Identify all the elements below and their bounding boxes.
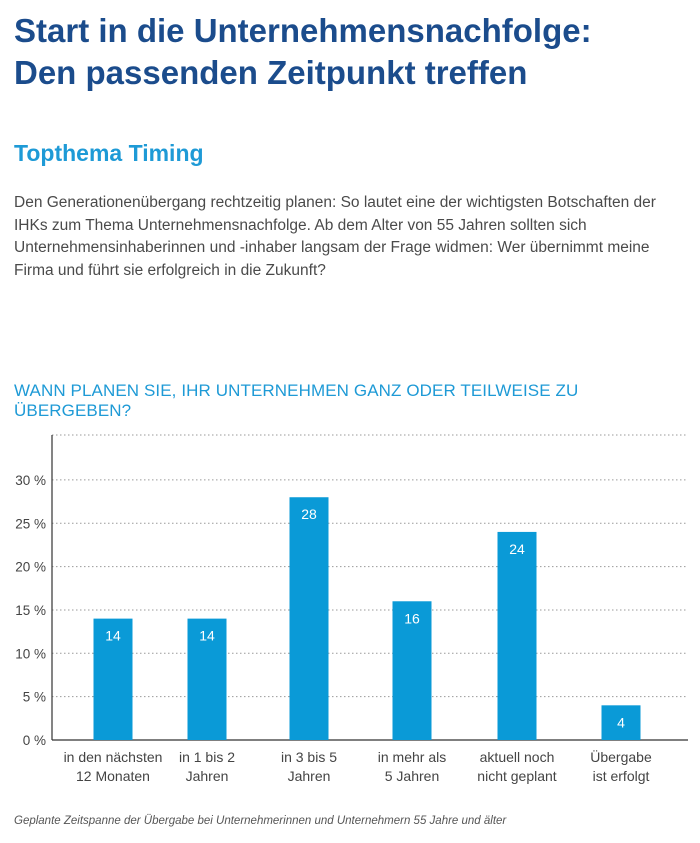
bar-value-label: 4 [617, 714, 625, 730]
page-title-line-2: Den passenden Zeitpunkt treffen [14, 54, 528, 91]
bar-chart: 0 % 5 % 10 % 15 % 20 % 25 % 30 % 14 in den nächs… [15, 434, 688, 784]
chart-title: WANN PLANEN SIE, IHR UNTERNEHMEN GANZ OD… [14, 381, 579, 420]
x-category-label: aktuell noch [480, 749, 555, 765]
x-category-label: in 1 bis 2 [179, 749, 235, 765]
bar [601, 705, 641, 740]
chart-caption: Geplante Zeitspanne der Übergabe bei Unt… [14, 815, 507, 827]
x-category-label: nicht geplant [477, 768, 557, 784]
y-tick-label: 25 % [15, 516, 46, 531]
x-category-label: Jahren [288, 768, 331, 784]
intro-paragraph: Den Generationenübergang rechtzeitig pla… [14, 194, 656, 279]
x-category-label: 12 Monaten [76, 768, 150, 784]
bar-value-label: 14 [105, 628, 121, 644]
bar-value-label: 24 [509, 541, 525, 557]
y-tick-label: 0 % [23, 733, 46, 748]
page-title: Start in die Unternehmensnachfolge: Den … [14, 10, 592, 94]
bar-value-label: 28 [301, 506, 317, 522]
section-subtitle: Topthema Timing [14, 140, 204, 166]
x-category-label: Übergabe [590, 748, 652, 765]
y-tick-label: 10 % [15, 646, 46, 661]
bar [392, 601, 432, 740]
y-tick-label: 20 % [15, 560, 46, 575]
x-category-label: in mehr als [378, 749, 446, 765]
bar-value-label: 14 [199, 628, 215, 644]
bar [93, 618, 133, 740]
bar [497, 531, 537, 740]
y-tick-label: 30 % [15, 473, 46, 488]
bar [289, 497, 329, 740]
x-category-label: 5 Jahren [385, 768, 439, 784]
x-category-label: in 3 bis 5 [281, 749, 337, 765]
y-tick-label: 15 % [15, 603, 46, 618]
x-category-label: in den nächsten [64, 749, 163, 765]
page-title-line-1: Start in die Unternehmensnachfolge: [14, 12, 592, 49]
bar-value-label: 16 [404, 610, 420, 626]
bar [187, 618, 227, 740]
y-tick-label: 5 % [23, 690, 46, 705]
x-category-label: ist erfolgt [593, 768, 650, 784]
x-category-label: Jahren [186, 768, 229, 784]
